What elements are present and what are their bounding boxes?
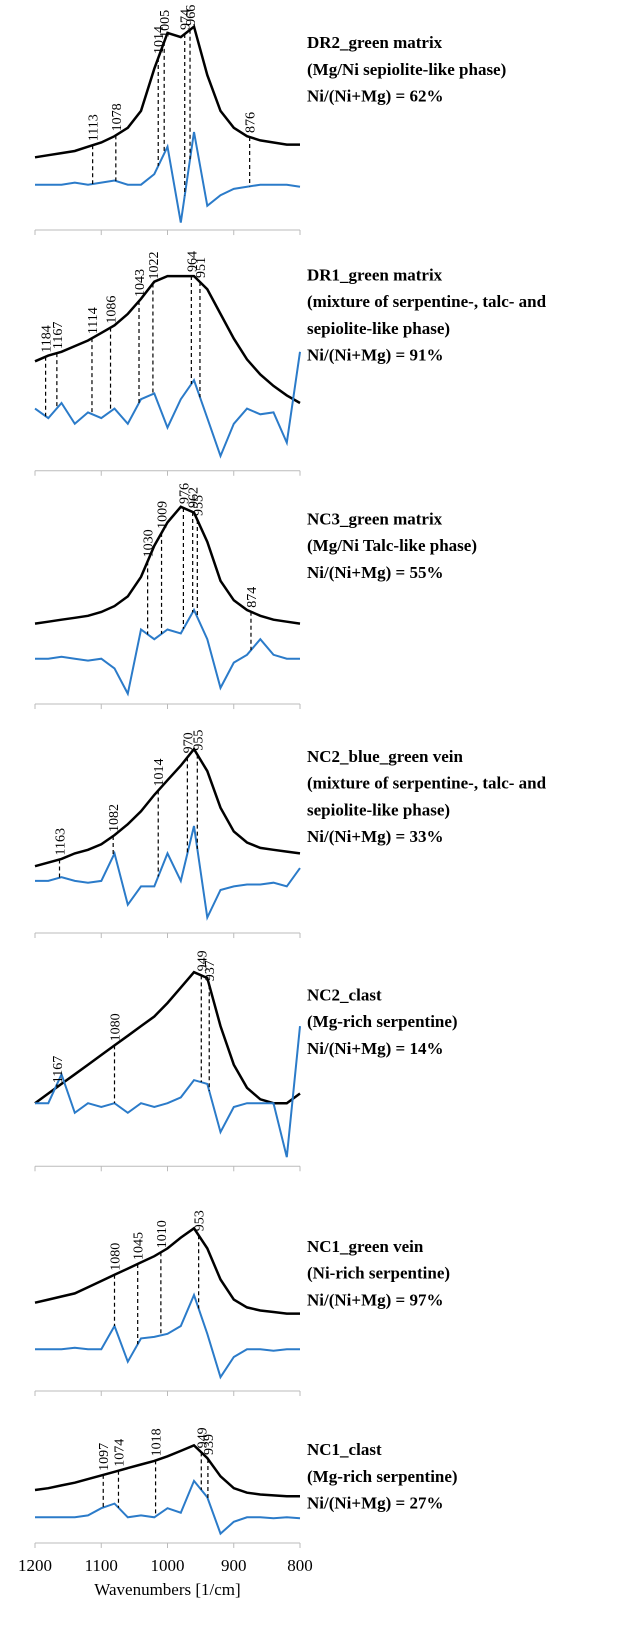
peak-label: 970 — [181, 732, 196, 753]
panel-annotation: (Mg/Ni sepiolite-like phase) — [307, 60, 506, 79]
peak-label: 1167 — [51, 1056, 66, 1083]
peak-label: 1113 — [87, 114, 102, 141]
peak-label: 1045 — [132, 1232, 147, 1260]
peak-label: 966 — [184, 5, 199, 26]
peak-label: 955 — [191, 495, 206, 516]
panel-annotation: DR2_green matrix — [307, 33, 443, 52]
panel-annotation: NC3_green matrix — [307, 509, 443, 528]
spectrum-line — [35, 1478, 301, 1536]
peak-label: 876 — [244, 112, 259, 133]
spectrum-line — [34, 1226, 300, 1315]
peak-label: 1078 — [110, 103, 125, 131]
peak-label: 1009 — [156, 501, 171, 529]
panel-annotation: Ni/(Ni+Mg) = 55% — [307, 563, 443, 582]
peak-label: 1086 — [105, 296, 120, 324]
panel-annotation: DR1_green matrix — [307, 265, 443, 284]
peak-label: 1014 — [152, 758, 167, 786]
peak-label: 1184 — [40, 325, 55, 352]
spectrum-line — [34, 746, 301, 868]
panel-annotation: NC2_clast — [307, 985, 382, 1004]
panel-annotation: (Mg-rich serpentine) — [307, 1012, 458, 1031]
panel-annotation: NC1_clast — [307, 1440, 382, 1459]
peak-label: 953 — [193, 1210, 208, 1231]
x-tick-label: 1000 — [151, 1556, 185, 1575]
panel-annotation: Ni/(Ni+Mg) = 33% — [307, 827, 443, 846]
panel-annotation: Ni/(Ni+Mg) = 62% — [307, 87, 443, 106]
peak-label: 1167 — [51, 322, 66, 349]
panel-annotation: (mixture of serpentine-, talc- and — [307, 292, 547, 311]
peak-label: 1030 — [142, 529, 157, 557]
peak-label: 974 — [179, 9, 194, 30]
panel-annotation: (Mg/Ni Talc-like phase) — [307, 536, 477, 555]
peak-label: 955 — [191, 730, 206, 751]
panel-annotation: (Ni-rich serpentine) — [307, 1264, 450, 1283]
spectrum-line — [34, 351, 301, 459]
peak-label: 949 — [195, 950, 210, 971]
spectrum-line — [34, 505, 301, 625]
spectrum-line — [35, 1292, 300, 1380]
x-tick-label: 800 — [287, 1556, 313, 1575]
panel-annotation: NC2_blue_green vein — [307, 747, 464, 766]
peak-label: 1114 — [86, 307, 101, 334]
panel-annotation: Ni/(Ni+Mg) = 91% — [307, 346, 443, 365]
peak-label: 1014 — [152, 26, 167, 54]
peak-label: 1010 — [155, 1220, 170, 1248]
panel-annotation: sepiolite-like phase) — [307, 800, 450, 819]
peak-label: 949 — [195, 1427, 210, 1448]
peak-label: 1082 — [107, 804, 122, 832]
peak-label: 1163 — [54, 828, 69, 855]
peak-label: 1018 — [150, 1428, 165, 1456]
spectrum-line — [34, 970, 301, 1105]
spectrum-line — [35, 1025, 301, 1158]
spectrum-line — [34, 274, 301, 405]
spectrum-line — [35, 131, 301, 223]
peak-label: 976 — [177, 483, 192, 504]
peak-label: 1043 — [133, 269, 148, 297]
panel-annotation: Ni/(Ni+Mg) = 27% — [307, 1494, 443, 1513]
spectrum-line — [34, 24, 300, 159]
spectrum-line — [34, 1443, 300, 1498]
peak-label: 1097 — [97, 1443, 112, 1471]
x-tick-label: 1100 — [85, 1556, 118, 1575]
peak-label: 1080 — [109, 1013, 124, 1041]
peak-label: 1022 — [147, 251, 162, 279]
panel-annotation: sepiolite-like phase) — [307, 319, 450, 338]
peak-label: 962 — [187, 487, 202, 508]
panel-annotation: NC1_green vein — [307, 1237, 424, 1256]
x-tick-label: 1200 — [18, 1556, 52, 1575]
peak-label: 874 — [245, 587, 260, 608]
peak-label: 964 — [185, 251, 200, 272]
peak-label: 951 — [194, 257, 209, 278]
panel-annotation: Ni/(Ni+Mg) = 97% — [307, 1290, 443, 1309]
peak-label: 1005 — [158, 10, 173, 38]
panel-annotation: Ni/(Ni+Mg) = 14% — [307, 1039, 443, 1058]
spectrum-line — [35, 825, 301, 921]
peak-label: 1080 — [109, 1243, 124, 1271]
panel-annotation: (mixture of serpentine-, talc- and — [307, 774, 547, 793]
panel-annotation: (Mg-rich serpentine) — [307, 1467, 458, 1486]
x-tick-label: 900 — [221, 1556, 247, 1575]
x-axis-label: Wavenumbers [1/cm] — [94, 1580, 240, 1599]
peak-label: 937 — [203, 960, 218, 981]
peak-label: 939 — [202, 1434, 217, 1455]
spectrum-line — [35, 607, 300, 697]
peak-label: 1074 — [112, 1439, 127, 1467]
